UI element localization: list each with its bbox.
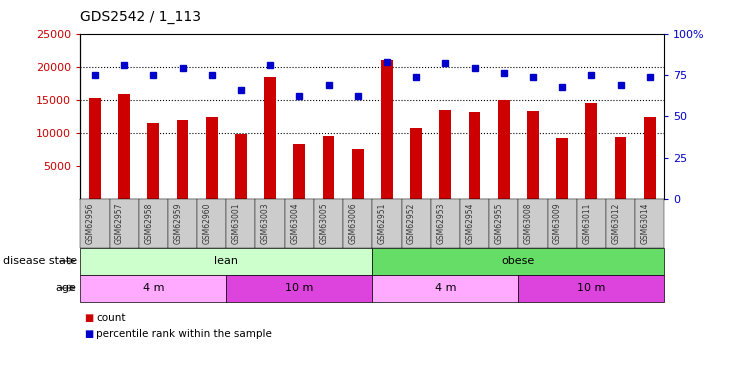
Text: GSM62958: GSM62958 bbox=[145, 202, 153, 244]
Text: GSM62951: GSM62951 bbox=[378, 202, 387, 244]
Text: disease state: disease state bbox=[2, 256, 77, 266]
Text: GSM63009: GSM63009 bbox=[553, 202, 562, 244]
Bar bbox=[118, 94, 130, 199]
Text: GSM62955: GSM62955 bbox=[495, 202, 504, 244]
Bar bbox=[235, 134, 247, 199]
Text: lean: lean bbox=[215, 256, 238, 266]
Text: ■: ■ bbox=[84, 329, 93, 339]
Bar bbox=[469, 112, 480, 199]
Text: GSM62956: GSM62956 bbox=[86, 202, 95, 244]
Text: GSM62954: GSM62954 bbox=[466, 202, 474, 244]
Text: GSM62959: GSM62959 bbox=[174, 202, 182, 244]
Text: 10 m: 10 m bbox=[577, 283, 605, 293]
Text: GSM63011: GSM63011 bbox=[583, 202, 591, 244]
Bar bbox=[585, 103, 597, 199]
Text: GSM63001: GSM63001 bbox=[232, 202, 241, 244]
Text: GSM62957: GSM62957 bbox=[115, 202, 124, 244]
Bar bbox=[264, 76, 276, 199]
Text: 4 m: 4 m bbox=[434, 283, 456, 293]
Text: GSM63014: GSM63014 bbox=[641, 202, 650, 244]
Bar bbox=[527, 111, 539, 199]
Text: 4 m: 4 m bbox=[142, 283, 164, 293]
Bar bbox=[410, 128, 422, 199]
Bar bbox=[556, 138, 568, 199]
Bar bbox=[439, 110, 451, 199]
Bar bbox=[381, 60, 393, 199]
Bar bbox=[498, 100, 510, 199]
Bar bbox=[323, 136, 334, 199]
Text: GDS2542 / 1_113: GDS2542 / 1_113 bbox=[80, 10, 201, 24]
Bar bbox=[89, 98, 101, 199]
Bar bbox=[615, 137, 626, 199]
Text: GSM63012: GSM63012 bbox=[612, 202, 620, 244]
Text: GSM62952: GSM62952 bbox=[407, 202, 416, 244]
Bar bbox=[147, 123, 159, 199]
Text: GSM63006: GSM63006 bbox=[349, 202, 358, 244]
Text: GSM62953: GSM62953 bbox=[437, 202, 445, 244]
Bar bbox=[177, 120, 188, 199]
Text: obese: obese bbox=[502, 256, 535, 266]
Text: age: age bbox=[55, 283, 77, 293]
Text: 10 m: 10 m bbox=[285, 283, 313, 293]
Text: GSM63005: GSM63005 bbox=[320, 202, 328, 244]
Text: count: count bbox=[96, 314, 126, 323]
Text: ■: ■ bbox=[84, 314, 93, 323]
Bar bbox=[293, 144, 305, 199]
Bar bbox=[644, 117, 656, 199]
Text: percentile rank within the sample: percentile rank within the sample bbox=[96, 329, 272, 339]
Text: GSM62960: GSM62960 bbox=[203, 202, 212, 244]
Text: GSM63008: GSM63008 bbox=[524, 202, 533, 244]
Text: GSM63004: GSM63004 bbox=[291, 202, 299, 244]
Bar bbox=[352, 149, 364, 199]
Bar bbox=[206, 117, 218, 199]
Text: GSM63003: GSM63003 bbox=[261, 202, 270, 244]
